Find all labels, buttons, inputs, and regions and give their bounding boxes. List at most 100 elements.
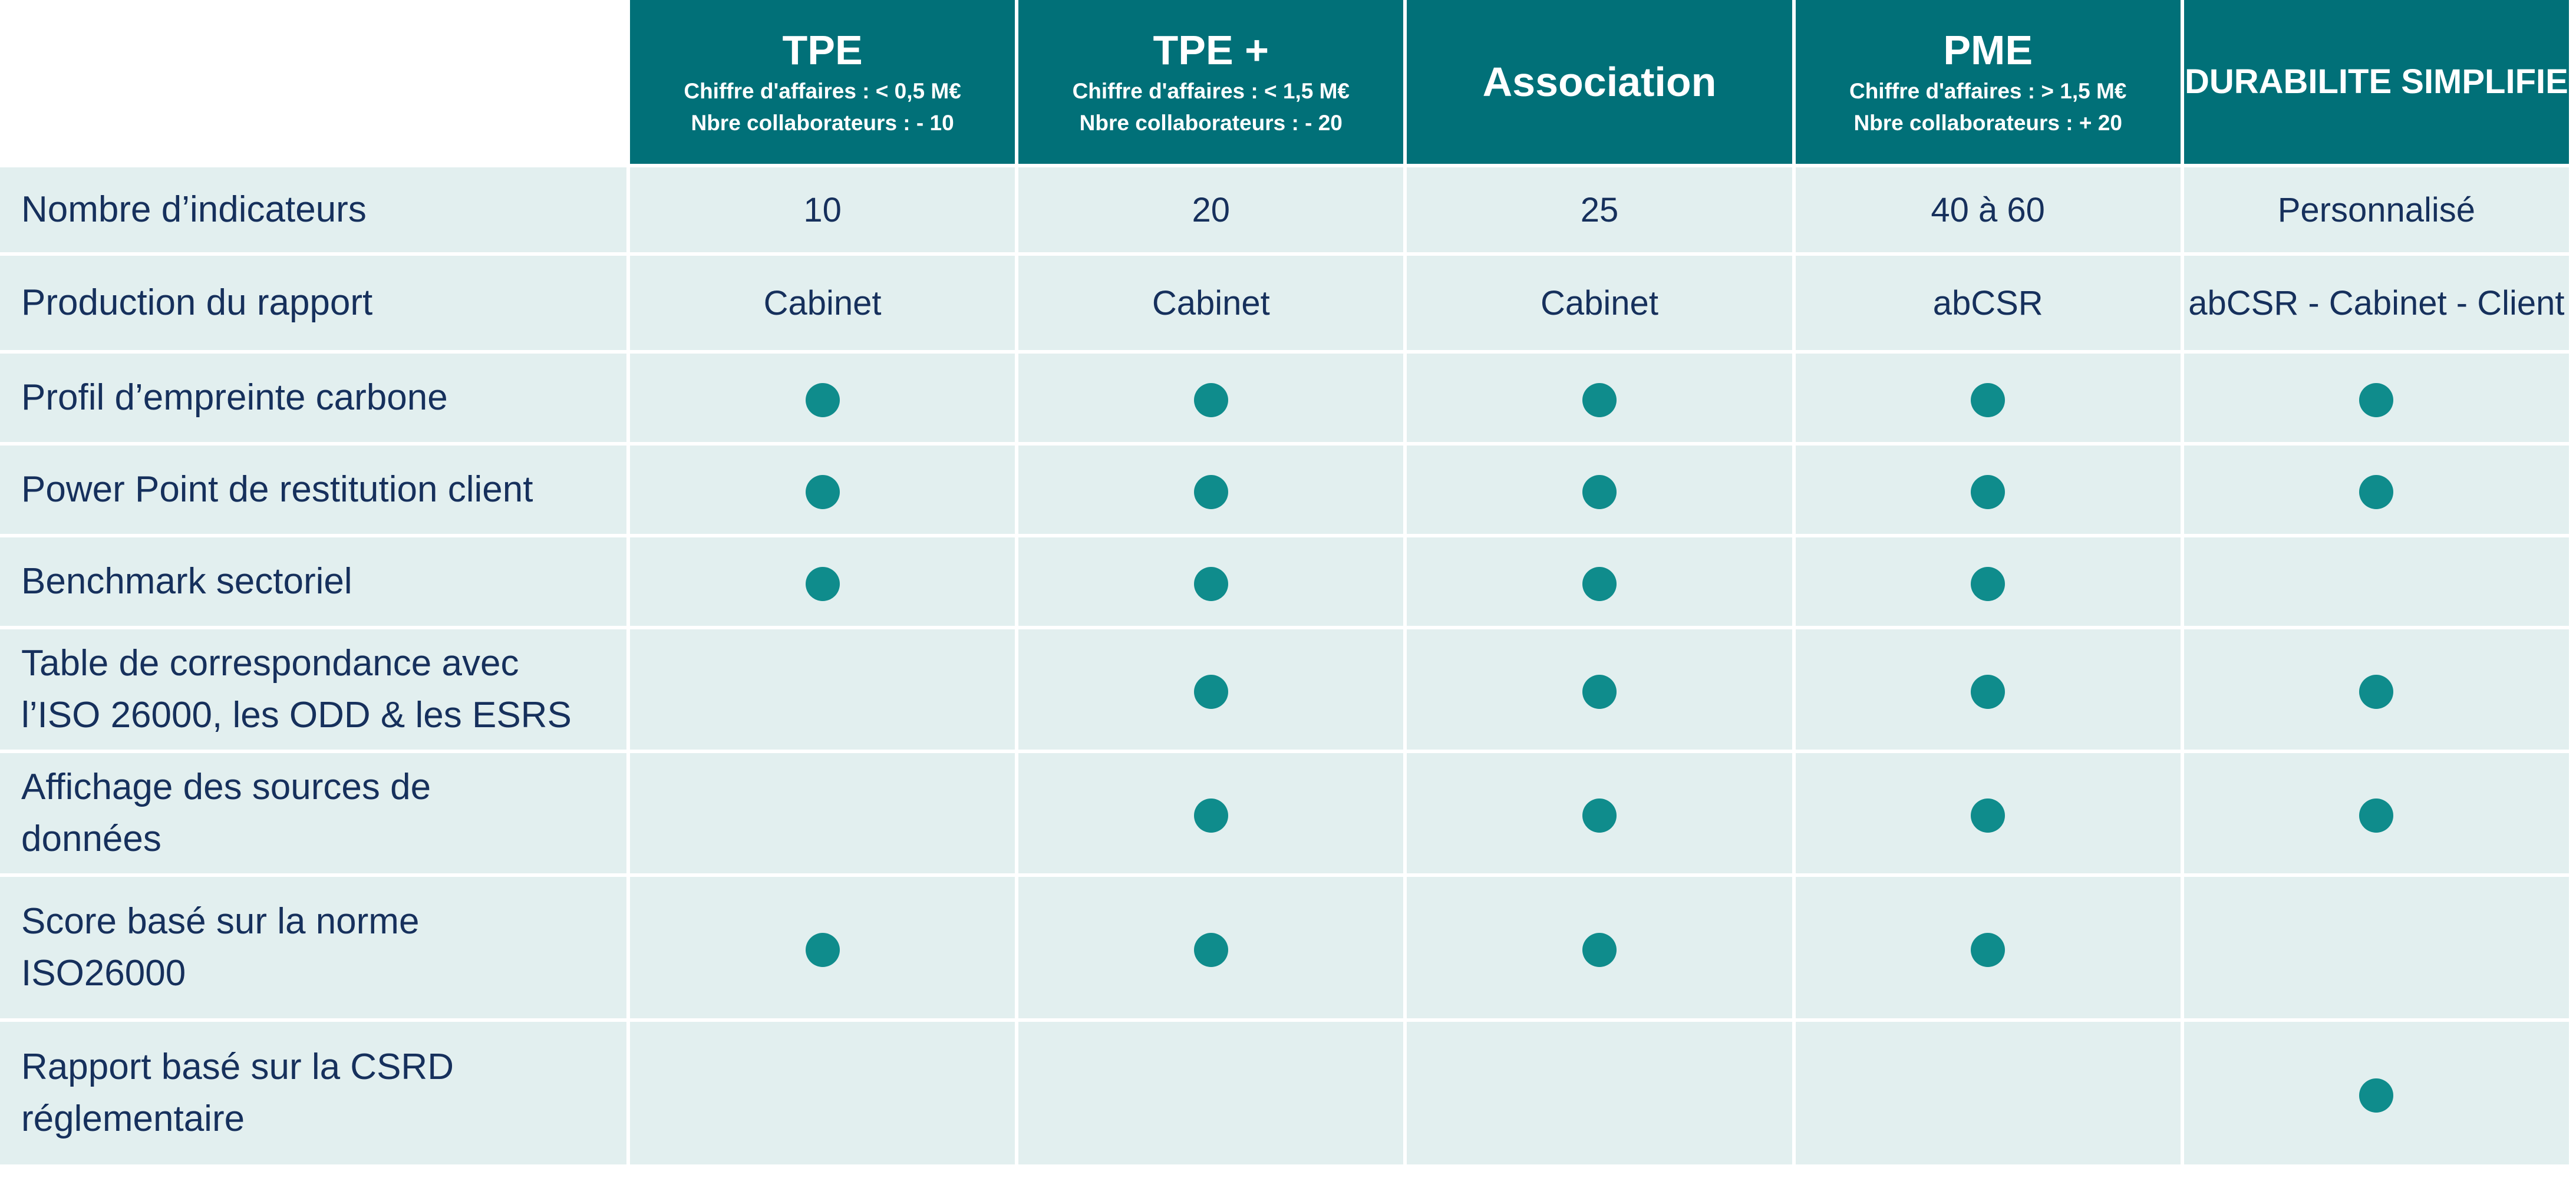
check-cell xyxy=(1795,753,2181,873)
check-dot-icon xyxy=(1582,675,1617,710)
check-dot-icon xyxy=(1582,933,1617,968)
check-cell xyxy=(1018,354,1404,442)
plan-name: PME xyxy=(1943,27,2033,73)
check-cell xyxy=(2184,629,2569,750)
header-row: TPE Chiffre d'affaires : < 0,5 M€ Nbre c… xyxy=(0,0,2569,164)
plan-name: DURABILITE SIMPLIFIE xyxy=(2184,62,2568,101)
feature-label-line: ISO26000 xyxy=(21,953,186,994)
feature-label: Power Point de restitution client xyxy=(0,446,626,534)
check-cell xyxy=(1018,629,1404,750)
check-cell xyxy=(1018,446,1404,534)
check-dot-icon xyxy=(1582,475,1617,510)
feature-label: Table de correspondance avec l’ISO 26000,… xyxy=(0,629,626,750)
table-row: Table de correspondance avec l’ISO 26000,… xyxy=(0,629,2569,750)
check-dot-icon xyxy=(1193,675,1228,710)
check-dot-icon xyxy=(2359,383,2394,418)
check-cell xyxy=(2184,877,2569,1018)
table-row: Profil d’empreinte carbone xyxy=(0,354,2569,442)
feature-label: Production du rapport xyxy=(0,256,626,350)
check-cell xyxy=(1795,537,2181,626)
check-dot-icon xyxy=(1971,475,2006,510)
feature-label-line: Table de correspondance avec xyxy=(21,643,519,684)
check-cell xyxy=(1018,753,1404,873)
cell-value: abCSR - Cabinet - Client xyxy=(2188,283,2565,322)
check-cell xyxy=(1795,446,2181,534)
plan-name: Association xyxy=(1482,59,1717,105)
plan-staff-condition: Nbre collaborateurs : - 20 xyxy=(1079,111,1343,135)
check-cell xyxy=(1795,354,2181,442)
check-dot-icon xyxy=(2359,475,2394,510)
check-cell xyxy=(1407,1022,1792,1164)
check-cell xyxy=(1407,537,1792,626)
plan-staff-condition: Nbre collaborateurs : + 20 xyxy=(1853,111,2122,135)
check-dot-icon xyxy=(1971,567,2006,602)
feature-label-line: Power Point de restitution client xyxy=(21,469,533,510)
check-cell xyxy=(1018,537,1404,626)
check-cell xyxy=(1407,629,1792,750)
check-dot-icon xyxy=(1971,798,2006,833)
plan-header-durabilite-simplifie: DURABILITE SIMPLIFIE xyxy=(2184,0,2569,164)
table-row: Benchmark sectoriel xyxy=(0,537,2569,626)
check-dot-icon xyxy=(1582,383,1617,418)
feature-label: Profil d’empreinte carbone xyxy=(0,354,626,442)
plan-header-tpe: TPE Chiffre d'affaires : < 0,5 M€ Nbre c… xyxy=(629,0,1015,164)
table-row: Power Point de restitution client xyxy=(0,446,2569,534)
feature-label-line: Production du rapport xyxy=(21,282,373,323)
feature-label-line: réglementaire xyxy=(21,1098,245,1139)
table-row: Affichage des sources de données xyxy=(0,753,2569,873)
value-cell: 40 à 60 xyxy=(1795,167,2181,252)
check-cell xyxy=(629,877,1015,1018)
check-dot-icon xyxy=(805,475,840,510)
check-cell xyxy=(2184,446,2569,534)
check-dot-icon xyxy=(2359,675,2394,710)
check-dot-icon xyxy=(805,933,840,968)
cell-value: Cabinet xyxy=(1541,283,1658,322)
empty-corner-cell xyxy=(0,0,626,164)
plan-revenue-condition: Chiffre d'affaires : > 1,5 M€ xyxy=(1849,79,2127,103)
table-row: Nombre d’indicateurs 10 20 25 40 à 60 Pe… xyxy=(0,167,2569,252)
plan-revenue-condition: Chiffre d'affaires : < 1,5 M€ xyxy=(1072,79,1350,103)
value-cell: 20 xyxy=(1018,167,1404,252)
value-cell: abCSR - Cabinet - Client xyxy=(2184,256,2569,350)
feature-label: Affichage des sources de données xyxy=(0,753,626,873)
feature-label-line: Nombre d’indicateurs xyxy=(21,189,367,230)
feature-label-line: Profil d’empreinte carbone xyxy=(21,377,448,418)
plan-name: TPE xyxy=(782,27,863,73)
check-cell xyxy=(1018,877,1404,1018)
check-cell xyxy=(1407,753,1792,873)
check-cell xyxy=(629,354,1015,442)
table-row: Production du rapport Cabinet Cabinet Ca… xyxy=(0,256,2569,350)
feature-label-line: Rapport basé sur la CSRD xyxy=(21,1047,454,1087)
plan-revenue-condition: Chiffre d'affaires : < 0,5 M€ xyxy=(684,79,961,103)
table-row: Rapport basé sur la CSRD réglementaire xyxy=(0,1022,2569,1164)
plan-header-pme: PME Chiffre d'affaires : > 1,5 M€ Nbre c… xyxy=(1795,0,2181,164)
check-dot-icon xyxy=(1971,933,2006,968)
check-dot-icon xyxy=(1971,675,2006,710)
plan-name: TPE + xyxy=(1153,27,1269,73)
value-cell: 25 xyxy=(1407,167,1792,252)
cell-value: Cabinet xyxy=(1152,283,1270,322)
feature-label-line: Score basé sur la norme xyxy=(21,901,420,942)
check-cell xyxy=(1407,446,1792,534)
check-cell xyxy=(1795,877,2181,1018)
cell-value: 25 xyxy=(1580,190,1619,229)
check-cell xyxy=(629,753,1015,873)
check-cell xyxy=(1795,1022,2181,1164)
check-cell xyxy=(629,446,1015,534)
cell-value: abCSR xyxy=(1932,283,2043,322)
check-dot-icon xyxy=(805,383,840,418)
check-dot-icon xyxy=(1193,933,1228,968)
check-dot-icon xyxy=(805,567,840,602)
check-cell xyxy=(2184,1022,2569,1164)
cell-value: 40 à 60 xyxy=(1931,190,2045,229)
check-cell xyxy=(2184,753,2569,873)
cell-value: Personnalisé xyxy=(2277,190,2476,229)
check-cell xyxy=(629,1022,1015,1164)
check-dot-icon xyxy=(2359,1078,2394,1113)
value-cell: Cabinet xyxy=(1018,256,1404,350)
feature-label: Nombre d’indicateurs xyxy=(0,167,626,252)
feature-label-line: Affichage des sources de xyxy=(21,767,431,807)
check-dot-icon xyxy=(1971,383,2006,418)
check-cell xyxy=(629,537,1015,626)
check-cell xyxy=(1795,629,2181,750)
